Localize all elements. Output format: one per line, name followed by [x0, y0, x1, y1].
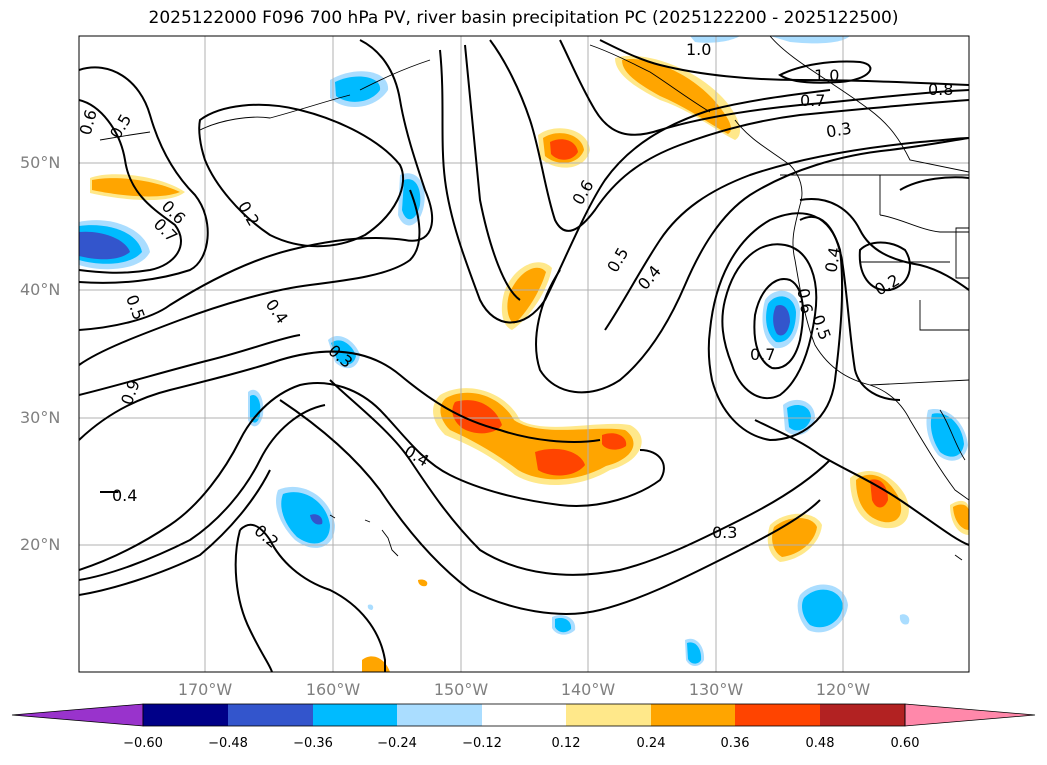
colorbar-tick-label: −0.48: [208, 736, 248, 751]
contour-label: 1.0: [814, 66, 839, 85]
map-frame: [78, 35, 970, 673]
lon-label-150w: 150°W: [433, 680, 489, 699]
colorbar: [11, 703, 1036, 727]
colorbar-tick-label: −0.24: [377, 736, 417, 751]
colorbar-segment: [397, 704, 482, 726]
colorbar-segment: [143, 704, 228, 726]
colorbar-tick-label: 0.24: [636, 736, 666, 751]
lon-label-130w: 130°W: [688, 680, 744, 699]
colorbar-segment: [735, 704, 820, 726]
contour-label: 0.7: [800, 91, 825, 110]
contour-label: 0.3: [825, 118, 853, 141]
colorbar-extend-low: [11, 703, 144, 727]
colorbar-segment: [228, 704, 313, 726]
coastlines: [99, 36, 969, 561]
contour-label: 0.2: [234, 198, 263, 230]
graticule: [79, 36, 969, 672]
contour-label: 0.9: [117, 377, 144, 407]
contour-label: 0.5: [106, 111, 135, 143]
colorbar-tick-label: −0.12: [462, 736, 502, 751]
colorbar-segment: [820, 704, 905, 726]
lon-label-170w: 170°W: [177, 680, 233, 699]
lon-label-140w: 140°W: [560, 680, 616, 699]
colorbar-tick-label: 0.48: [805, 736, 835, 751]
colorbar-tick-label: 0.36: [720, 736, 750, 751]
colorbar-segment: [313, 704, 397, 726]
pv-contours: [79, 39, 969, 672]
contour-label: 0.8: [928, 80, 953, 99]
contour-label: 0.4: [112, 486, 137, 505]
contour-label: 0.4: [401, 441, 433, 470]
map-plot-area: 0.6 0.5 0.6 0.7 0.2 0.4 0.5 0.9 0.3 0.4 …: [76, 36, 969, 672]
contour-label: 0.4: [262, 295, 292, 327]
colorbar-tick-label: 0.60: [890, 736, 920, 751]
colorbar-segment: [566, 704, 651, 726]
contour-label: 0.4: [821, 246, 844, 274]
contour-label: 0.6: [76, 107, 101, 137]
contour-label: 0.6: [568, 177, 597, 209]
precip-fill: [79, 36, 969, 672]
lat-label-20n: 20°N: [20, 535, 61, 554]
contour-label: 1.0: [686, 40, 711, 59]
lat-label-50n: 50°N: [20, 153, 61, 172]
colorbar-tick-label: 0.12: [551, 736, 581, 751]
lon-label-160w: 160°W: [305, 680, 361, 699]
lon-label-120w: 120°W: [815, 680, 871, 699]
lat-label-40n: 40°N: [20, 280, 61, 299]
contour-label: 0.4: [634, 262, 665, 294]
colorbar-tick-label: −0.36: [293, 736, 333, 751]
contour-label: 0.3: [712, 523, 737, 542]
contour-label: 0.5: [603, 244, 632, 276]
map-title: 2025122000 F096 700 hPa PV, river basin …: [148, 8, 899, 28]
colorbar-segment: [482, 704, 566, 726]
colorbar-extend-high: [904, 703, 1036, 727]
contour-label: 0.6: [793, 287, 816, 315]
contour-label: 0.7: [750, 345, 775, 364]
contour-label: 0.2: [871, 270, 903, 299]
colorbar-tick-label: −0.60: [123, 736, 163, 751]
lat-label-30n: 30°N: [20, 408, 61, 427]
colorbar-segment: [651, 704, 735, 726]
